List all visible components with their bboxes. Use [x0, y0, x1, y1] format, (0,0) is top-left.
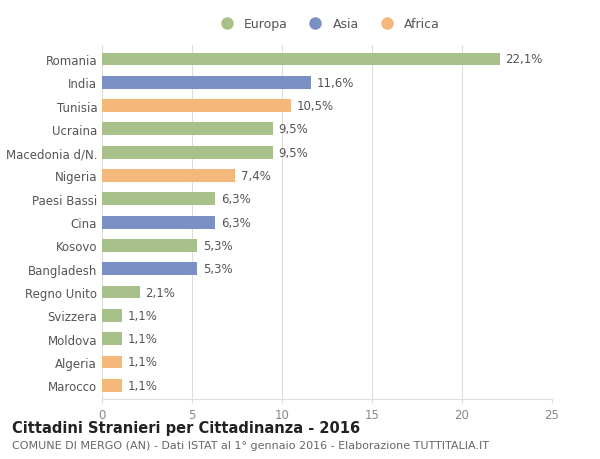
Text: 1,1%: 1,1% [127, 309, 157, 322]
Text: 6,3%: 6,3% [221, 216, 251, 229]
Bar [102, 193, 215, 206]
Text: Cittadini Stranieri per Cittadinanza - 2016: Cittadini Stranieri per Cittadinanza - 2… [12, 420, 360, 435]
Bar [102, 170, 235, 183]
Bar [102, 356, 122, 369]
Text: 5,3%: 5,3% [203, 263, 232, 275]
Bar [102, 100, 291, 113]
Bar [102, 332, 122, 345]
Legend: Europa, Asia, Africa: Europa, Asia, Africa [209, 13, 445, 36]
Text: 9,5%: 9,5% [278, 123, 308, 136]
Text: 5,3%: 5,3% [203, 240, 232, 252]
Bar [102, 309, 122, 322]
Bar [102, 146, 273, 159]
Text: 1,1%: 1,1% [127, 356, 157, 369]
Text: 10,5%: 10,5% [296, 100, 334, 113]
Bar [102, 216, 215, 229]
Bar [102, 263, 197, 275]
Bar [102, 77, 311, 90]
Text: 22,1%: 22,1% [505, 53, 542, 67]
Text: 7,4%: 7,4% [241, 170, 271, 183]
Text: 9,5%: 9,5% [278, 146, 308, 159]
Text: 2,1%: 2,1% [145, 286, 175, 299]
Text: 6,3%: 6,3% [221, 193, 251, 206]
Text: 1,1%: 1,1% [127, 379, 157, 392]
Text: 1,1%: 1,1% [127, 332, 157, 345]
Text: 11,6%: 11,6% [316, 77, 353, 90]
Bar [102, 53, 500, 66]
Text: COMUNE DI MERGO (AN) - Dati ISTAT al 1° gennaio 2016 - Elaborazione TUTTITALIA.I: COMUNE DI MERGO (AN) - Dati ISTAT al 1° … [12, 440, 489, 450]
Bar [102, 240, 197, 252]
Bar [102, 123, 273, 136]
Bar [102, 379, 122, 392]
Bar [102, 286, 140, 299]
